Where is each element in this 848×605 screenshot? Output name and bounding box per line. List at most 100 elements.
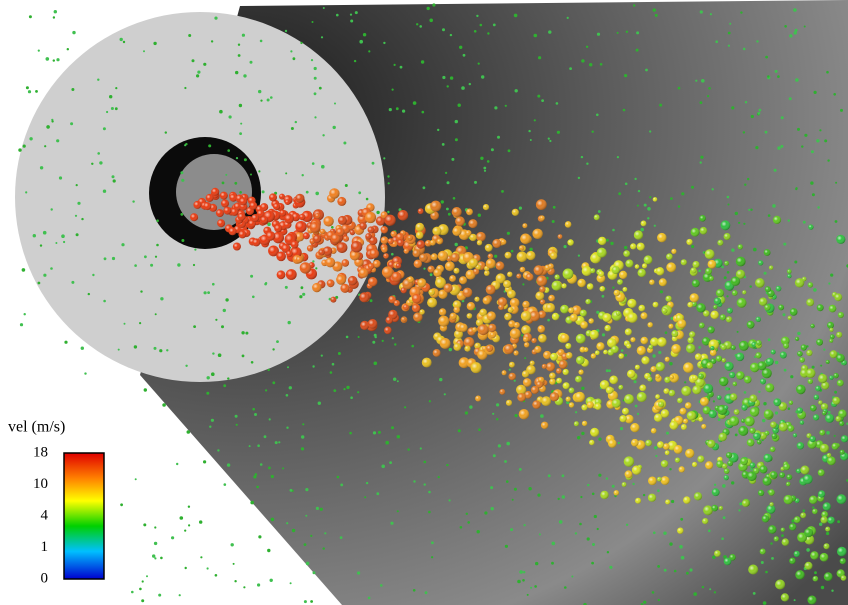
particle-shade [802,277,807,282]
particle-shade [717,240,723,246]
particle [424,461,427,464]
particle-shade [724,261,729,266]
particle [828,411,831,414]
particle [391,253,394,256]
particle [156,244,159,247]
particle-shade [622,408,629,415]
particle-shade [465,230,471,236]
particle [144,388,147,391]
particle [143,50,145,52]
particle [710,13,712,15]
particle-shade [295,194,304,203]
particle [312,162,315,165]
particle-shade [284,214,294,224]
particle [115,87,117,89]
particle-shade [627,299,636,308]
particle [359,40,363,44]
particle-shade [758,490,764,496]
particle-shade [453,343,461,351]
particle [657,565,660,568]
particle [455,243,458,246]
particle-shade [683,362,693,372]
particle-shade [428,289,435,296]
particle [562,495,565,498]
particle [242,355,245,358]
particle-shade [381,246,387,252]
particle-shade [765,286,771,292]
particle-shade [252,238,260,246]
particle-shade [522,370,529,377]
particle [738,222,740,224]
particle-shade [669,324,674,329]
colorbar-tick-label: 4 [41,507,49,523]
particle-shade [694,492,702,500]
particle-shade [750,462,756,468]
particle [150,264,153,267]
particle-shade [392,272,402,282]
particle [286,522,288,524]
particle-shade [452,227,461,236]
particle [474,30,477,33]
particle [180,516,184,520]
particle [548,474,551,477]
particle [530,587,532,589]
particle-shade [472,327,477,332]
particle [788,219,790,221]
particle-shade [531,338,536,343]
particle [432,3,435,6]
particle [591,562,594,565]
particle [349,432,352,435]
particle [449,348,452,351]
particle [271,518,275,522]
particle [240,123,242,125]
particle-shade [824,543,830,549]
particle-shade [815,386,821,392]
particle [154,526,156,528]
particle [71,281,74,284]
particle [314,67,317,70]
particle [251,361,254,364]
particle-shade [556,378,562,384]
particle [643,601,646,604]
particle-shade [300,262,311,273]
particle [197,71,200,74]
particle [578,177,580,179]
particle [663,532,666,535]
particle [358,336,360,338]
particle [609,566,612,569]
particle [177,263,180,266]
particle [581,59,584,62]
particle-shade [692,280,700,288]
particle [285,30,287,32]
particle [234,182,237,185]
particle-shade [839,421,844,426]
particle [188,34,191,37]
particle [689,568,692,571]
particle [506,480,509,483]
particle [450,76,453,79]
particle [396,107,399,110]
particle-shade [632,466,641,475]
particle [571,576,573,578]
particle [657,489,660,492]
particle [795,29,798,32]
particle [272,381,275,384]
particle [714,484,716,486]
particle [521,334,523,336]
particle-shade [712,488,720,496]
particle-shade [647,377,652,382]
particle-shade [759,465,767,473]
particle-shade [469,258,478,267]
particle [106,111,108,113]
particle-shade [507,272,512,277]
particle [508,149,511,152]
particle-shade [832,443,839,450]
particle-shade [550,252,557,259]
particle-shade [727,308,733,314]
particle-shade [563,382,570,389]
particle-shade [803,474,813,484]
particle [238,44,240,46]
particle-shade [764,249,771,256]
particle-shade [438,316,449,327]
particle [700,161,702,163]
